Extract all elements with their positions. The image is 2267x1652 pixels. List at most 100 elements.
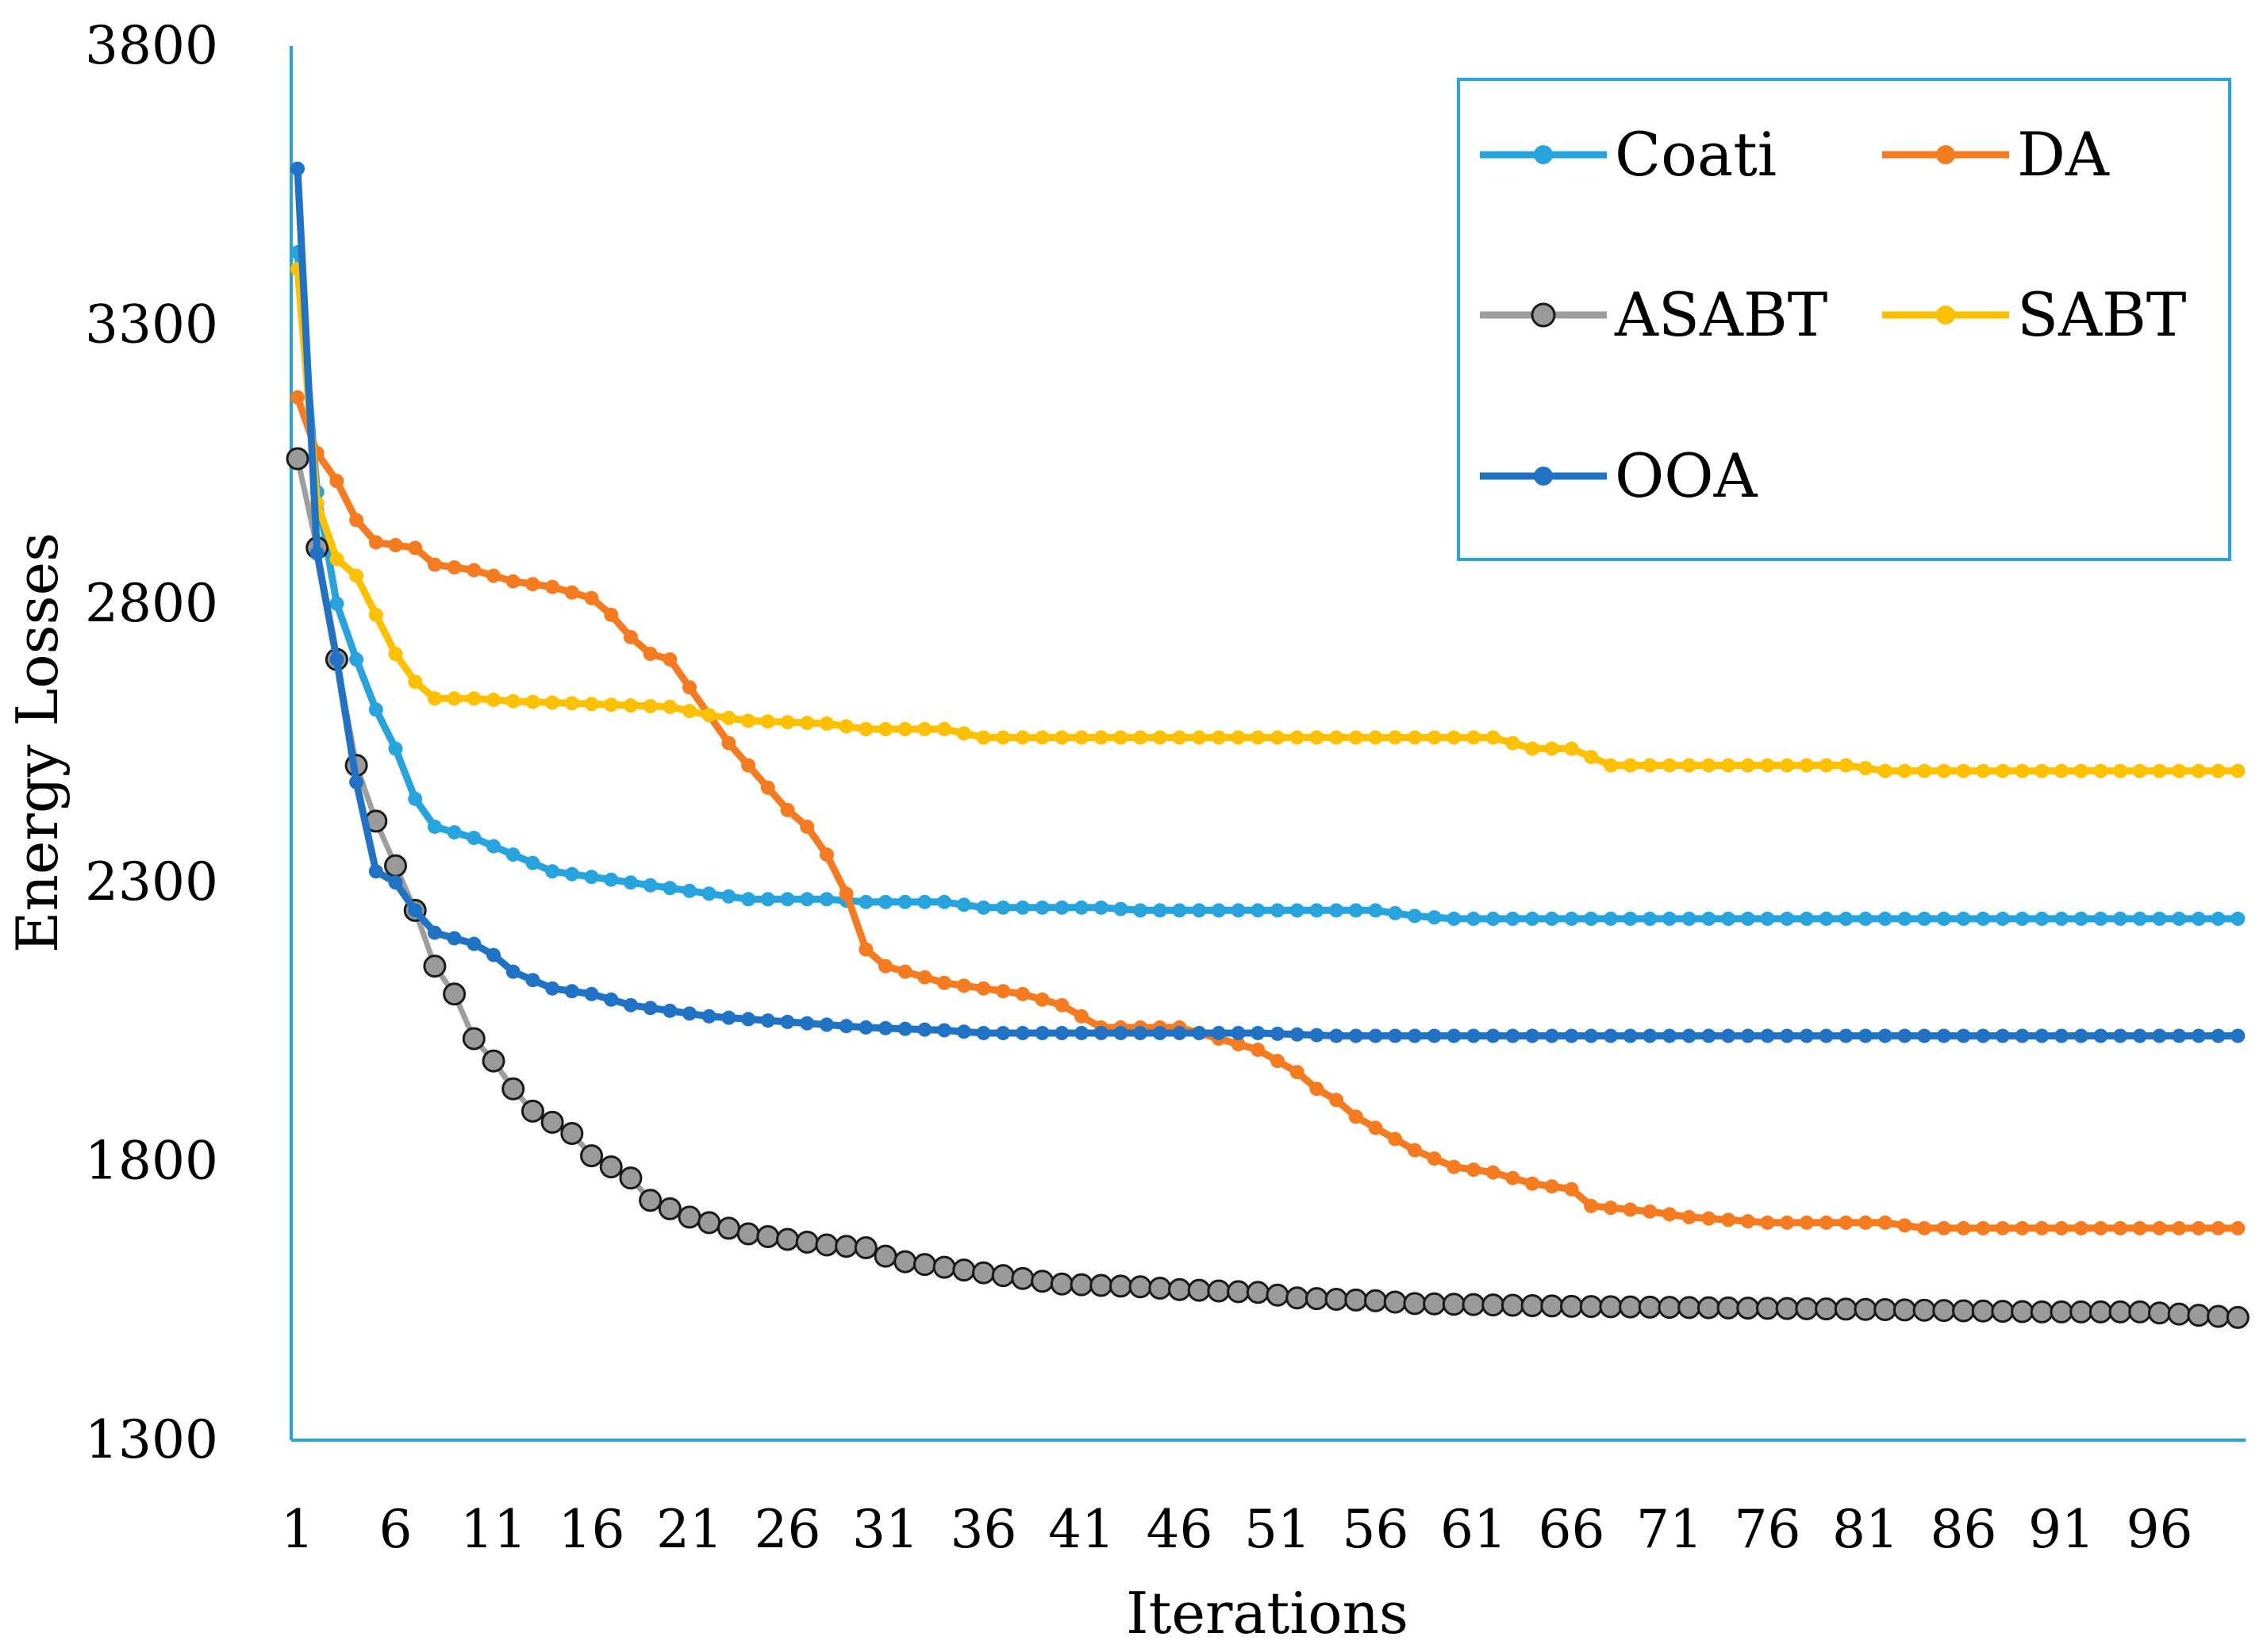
- data-point-ooa: [1760, 1028, 1775, 1043]
- data-point-sabt: [1858, 761, 1873, 776]
- data-point-sabt: [486, 693, 501, 708]
- data-point-da: [937, 975, 952, 990]
- data-point-asabt: [580, 1144, 603, 1168]
- data-point-coati: [1055, 900, 1070, 915]
- data-point-da: [1407, 1143, 1422, 1158]
- data-point-ooa: [2191, 1028, 2206, 1043]
- data-point-coati: [1839, 911, 1854, 926]
- data-point-sabt: [2172, 763, 2187, 778]
- legend-marker-da: [1936, 145, 1955, 164]
- data-point-asabt: [1520, 1293, 1544, 1317]
- x-tick-label: 76: [1735, 1499, 1801, 1560]
- data-point-da: [584, 590, 599, 605]
- data-point-ooa: [1289, 1027, 1304, 1042]
- data-point-coati: [2054, 911, 2069, 926]
- data-point-da: [1388, 1131, 1403, 1147]
- data-point-da: [1035, 992, 1050, 1007]
- data-point-coati: [1329, 903, 1344, 918]
- data-point-asabt: [1089, 1274, 1113, 1297]
- data-point-da: [1505, 1170, 1520, 1185]
- data-point-asabt: [1031, 1270, 1055, 1293]
- data-point-da: [1485, 1165, 1500, 1180]
- data-point-ooa: [1368, 1028, 1383, 1043]
- y-tick-label: 3300: [85, 294, 218, 355]
- data-point-asabt: [1736, 1297, 1760, 1320]
- data-point-sabt: [1760, 758, 1775, 773]
- series-coati: [290, 245, 2246, 926]
- data-point-da: [682, 680, 697, 695]
- data-point-coati: [721, 889, 736, 904]
- data-point-ooa: [1055, 1025, 1070, 1040]
- series-line-sabt: [294, 268, 2238, 775]
- data-point-ooa: [1407, 1028, 1422, 1043]
- data-point-sabt: [917, 721, 932, 736]
- data-point-da: [917, 970, 932, 985]
- data-point-sabt: [839, 719, 854, 734]
- data-point-sabt: [2093, 763, 2108, 778]
- data-point-da: [1956, 1220, 1971, 1235]
- data-point-sabt: [1525, 741, 1540, 756]
- data-point-da: [1270, 1054, 1285, 1069]
- data-point-sabt: [2073, 763, 2088, 778]
- data-point-sabt: [1603, 758, 1618, 773]
- data-point-sabt: [525, 694, 540, 709]
- data-point-da: [1251, 1043, 1266, 1058]
- data-point-asabt: [1383, 1290, 1407, 1314]
- data-point-da: [1309, 1081, 1324, 1097]
- data-point-sabt: [545, 695, 560, 710]
- data-point-da: [1055, 997, 1070, 1012]
- data-point-coati: [1525, 911, 1540, 926]
- data-point-asabt: [1560, 1294, 1583, 1318]
- data-point-coati: [447, 824, 462, 839]
- data-point-ooa: [1858, 1028, 1873, 1043]
- data-point-asabt: [1423, 1292, 1447, 1316]
- data-point-coati: [897, 894, 913, 909]
- data-point-da: [663, 652, 678, 667]
- data-point-coati: [1289, 903, 1304, 918]
- data-point-asabt: [815, 1233, 839, 1257]
- data-point-ooa: [878, 1020, 893, 1035]
- data-point-da: [623, 629, 638, 644]
- data-point-asabt: [423, 955, 447, 978]
- data-point-sabt: [2230, 763, 2246, 778]
- data-point-asabt: [1619, 1295, 1643, 1319]
- data-point-coati: [1936, 911, 1951, 926]
- x-tick-label: 16: [559, 1499, 625, 1560]
- data-point-da: [643, 647, 658, 662]
- data-point-coati: [623, 875, 638, 890]
- data-point-ooa: [682, 1006, 697, 1021]
- data-point-asabt: [2187, 1304, 2211, 1327]
- data-point-ooa: [1466, 1028, 1481, 1043]
- data-point-coati: [2172, 911, 2187, 926]
- data-point-ooa: [2152, 1028, 2167, 1043]
- data-point-asabt: [2011, 1300, 2035, 1324]
- data-point-da: [564, 585, 579, 600]
- data-point-asabt: [854, 1236, 878, 1260]
- data-point-ooa: [1897, 1028, 1912, 1043]
- data-point-coati: [1035, 900, 1050, 915]
- data-point-ooa: [1681, 1028, 1696, 1043]
- data-point-asabt: [1775, 1297, 1799, 1320]
- data-point-da: [2152, 1220, 2167, 1235]
- data-point-ooa: [388, 875, 403, 890]
- data-point-coati: [1544, 911, 1559, 926]
- data-point-ooa: [1525, 1028, 1540, 1043]
- data-point-asabt: [1324, 1288, 1348, 1312]
- x-tick-labels: 1 6 11 16 21 26 31 36 41 46 51 56 61 66 71 76 81 86 91 96: [281, 1499, 2192, 1560]
- data-point-ooa: [1544, 1028, 1559, 1043]
- data-point-ooa: [800, 1016, 815, 1031]
- data-point-asabt: [1207, 1279, 1231, 1303]
- data-point-coati: [1388, 905, 1403, 920]
- data-point-sabt: [1329, 730, 1344, 745]
- data-point-coati: [1113, 901, 1128, 916]
- data-point-da: [1584, 1198, 1599, 1213]
- data-point-coati: [937, 894, 952, 909]
- data-point-coati: [2191, 911, 2206, 926]
- data-point-sabt: [2152, 763, 2167, 778]
- data-point-da: [976, 981, 991, 996]
- data-point-da: [800, 819, 815, 834]
- data-point-asabt: [1854, 1297, 1877, 1321]
- data-point-sabt: [2211, 763, 2226, 778]
- data-point-coati: [1172, 903, 1187, 918]
- data-point-sabt: [1877, 763, 1892, 778]
